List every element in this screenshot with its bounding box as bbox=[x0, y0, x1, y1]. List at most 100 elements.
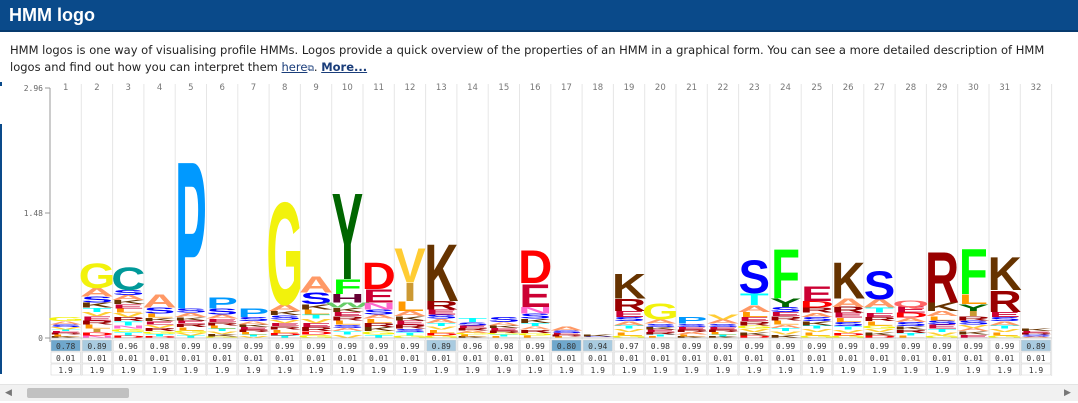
insert-prob-value: 0.99 bbox=[964, 342, 983, 351]
insert-prob-cell bbox=[144, 339, 175, 352]
more-link[interactable]: More... bbox=[321, 60, 368, 74]
insert-len-value: 0.01 bbox=[839, 354, 858, 363]
logo-letter-e: E bbox=[50, 331, 82, 334]
insert-prob-value: 0.99 bbox=[682, 342, 701, 351]
logo-letter-k: K bbox=[706, 336, 740, 339]
insert-len2-cell bbox=[801, 363, 832, 376]
insert-len-cell bbox=[708, 351, 738, 364]
logo-letter-i: I bbox=[967, 310, 980, 318]
insert-prob-cell bbox=[50, 339, 81, 352]
logo-letter-t: T bbox=[145, 333, 175, 337]
logo-letter-d: D bbox=[800, 299, 834, 309]
insert-len-value: 0.01 bbox=[682, 354, 701, 363]
insert-len-value: 0.01 bbox=[713, 354, 732, 363]
insert-len-value: 0.01 bbox=[119, 354, 138, 363]
position-label: 25 bbox=[811, 83, 822, 93]
insert-prob-value: 0.99 bbox=[995, 342, 1014, 351]
logo-letter-i: I bbox=[90, 328, 103, 333]
hmm-logo-chart[interactable]: 2.961.480 1KLRETVSAG0.780.011.92NDILREVT… bbox=[0, 82, 1078, 382]
logo-letter-p: P bbox=[175, 119, 207, 354]
logo-letter-d: D bbox=[142, 336, 176, 339]
insert-prob-value: 0.99 bbox=[870, 342, 889, 351]
chevron-left-icon[interactable]: ◀ bbox=[5, 388, 12, 398]
logo-letter-a: A bbox=[236, 320, 270, 325]
insert-len2-cell bbox=[426, 363, 457, 376]
horizontal-scrollbar[interactable]: ◀ ▶ bbox=[0, 384, 1078, 401]
insert-len-cell bbox=[50, 351, 81, 364]
logo-letter-k: K bbox=[800, 320, 834, 326]
logo-letter-s: S bbox=[488, 316, 520, 324]
logo-letter-g: G bbox=[266, 172, 303, 336]
insert-len-value: 0.01 bbox=[463, 354, 482, 363]
position-label: 22 bbox=[718, 83, 729, 93]
insert-len2-cell bbox=[927, 363, 957, 376]
logo-letter-e: E bbox=[895, 305, 927, 314]
insert-len2-cell bbox=[708, 363, 738, 376]
insert-len-cell bbox=[395, 351, 425, 364]
insert-len-value: 0.01 bbox=[400, 354, 419, 363]
logo-letter-e: E bbox=[238, 327, 270, 331]
chevron-right-icon[interactable]: ▶ bbox=[1064, 388, 1071, 398]
insert-len-value: 0.01 bbox=[526, 354, 545, 363]
insert-len-value: 0.01 bbox=[56, 354, 75, 363]
insert-prob-value: 0.97 bbox=[619, 342, 638, 351]
logo-letter-t: T bbox=[834, 326, 864, 331]
insert-len-cell bbox=[582, 351, 613, 364]
insert-prob-cell bbox=[363, 339, 394, 352]
insert-len2-cell bbox=[1021, 363, 1051, 376]
logo-letter-e: E bbox=[770, 311, 802, 317]
logo-letter-t: T bbox=[270, 335, 300, 339]
position-label: 2 bbox=[94, 83, 99, 93]
insert-prob-value: 0.99 bbox=[400, 342, 419, 351]
logo-letter-l: L bbox=[208, 325, 237, 330]
insert-len2-cell bbox=[238, 363, 269, 376]
logo-letter-k: K bbox=[80, 301, 115, 309]
y-axis: 2.96 1.48 0 bbox=[24, 84, 51, 343]
logo-letter-l: L bbox=[83, 324, 112, 330]
insert-len2-cell bbox=[269, 363, 300, 376]
logo-letter-k: K bbox=[362, 326, 396, 332]
logo-letter-k: K bbox=[988, 247, 1022, 300]
position-label: 26 bbox=[843, 83, 854, 93]
logo-letter-k: K bbox=[956, 331, 990, 336]
insert-prob-cell bbox=[895, 339, 926, 352]
insert-len-value: 0.01 bbox=[494, 354, 513, 363]
logo-letter-t: T bbox=[302, 314, 331, 320]
logo-letter-t: T bbox=[521, 322, 551, 327]
here-link[interactable]: here bbox=[281, 60, 308, 74]
logo-letter-s: S bbox=[613, 316, 645, 322]
logo-letter-l: L bbox=[834, 317, 863, 323]
insert-len-cell bbox=[833, 351, 864, 364]
logo-letter-p: P bbox=[206, 295, 238, 312]
insert-len-cell bbox=[520, 351, 551, 364]
insert-len-cell bbox=[770, 351, 801, 364]
insert-len-cell bbox=[207, 351, 238, 364]
insert-prob-cell bbox=[488, 339, 519, 352]
insert-len2-cell bbox=[833, 363, 864, 376]
insert-len-value: 0.01 bbox=[557, 354, 576, 363]
insert-prob-value: 0.99 bbox=[901, 342, 920, 351]
insert-prob-cell bbox=[708, 339, 738, 352]
logo-letter-a: A bbox=[737, 304, 771, 314]
insert-prob-cell bbox=[833, 339, 864, 352]
logo-letter-l: L bbox=[302, 308, 331, 316]
logo-letter-g: G bbox=[172, 330, 209, 334]
hmm-logo-viewer[interactable]: 2.96 1.48 0 1 K L R E T V S A G 0.78 0.01 1.9 2 N D I L R E V T… bbox=[0, 82, 1078, 403]
position-label: 31 bbox=[999, 83, 1010, 93]
logo-letter-t: T bbox=[709, 334, 739, 337]
logo-letter-g: G bbox=[642, 298, 679, 324]
logo-letter-g: G bbox=[830, 335, 867, 339]
y-tick-label: 1.48 bbox=[24, 209, 43, 218]
logo-letter-v: V bbox=[50, 327, 82, 331]
logo-letter-h: H bbox=[330, 292, 364, 305]
insert-len-value: 0.01 bbox=[338, 354, 357, 363]
logo-letter-s: S bbox=[738, 250, 770, 303]
logo-letter-s: S bbox=[519, 312, 551, 320]
scroll-thumb[interactable] bbox=[27, 388, 129, 398]
